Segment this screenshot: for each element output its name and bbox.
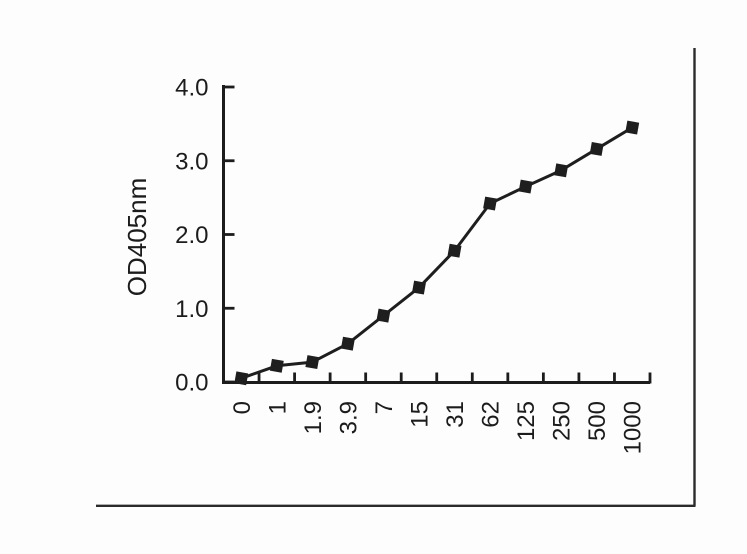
x-category-label: 0 <box>229 401 256 414</box>
x-category-label: 7 <box>371 401 398 414</box>
x-category-label: 1000 <box>620 401 647 454</box>
data-point-marker <box>447 243 462 258</box>
data-point-marker <box>625 120 640 135</box>
x-category-label: 3.9 <box>335 401 362 434</box>
data-point-marker <box>554 163 569 178</box>
x-category-label: 1 <box>264 401 291 414</box>
x-category-label: 125 <box>513 401 540 441</box>
plot-area: 0.0 1.0 2.0 3.0 4.0 0 1 1.9 3.9 7 15 31 62 125 250 500 1… <box>175 75 652 454</box>
x-category-label: 500 <box>584 401 611 441</box>
y-tick-label: 4.0 <box>175 75 208 102</box>
figure-border <box>96 48 696 507</box>
y-tick-label: 1.0 <box>175 296 208 323</box>
data-point-marker <box>269 358 284 373</box>
x-category-label: 250 <box>549 401 576 441</box>
data-point-marker <box>483 196 498 211</box>
data-point-marker <box>412 280 426 295</box>
y-tick-label: 3.0 <box>175 148 208 175</box>
data-point-marker <box>589 141 604 156</box>
y-tick-label: 0.0 <box>175 370 208 397</box>
data-point-marker <box>305 355 320 370</box>
y-tick-label: 2.0 <box>175 222 208 249</box>
series-line <box>239 126 634 380</box>
y-axis-title: OD405nm <box>122 178 152 297</box>
data-point-marker <box>376 308 391 323</box>
x-category-label: 1.9 <box>300 401 327 434</box>
data-point-marker <box>518 179 533 194</box>
data-point-marker <box>234 371 249 386</box>
x-category-label: 31 <box>442 401 469 428</box>
x-category-label: 62 <box>478 401 505 428</box>
data-point-marker <box>340 336 355 351</box>
x-category-label: 15 <box>406 401 433 428</box>
